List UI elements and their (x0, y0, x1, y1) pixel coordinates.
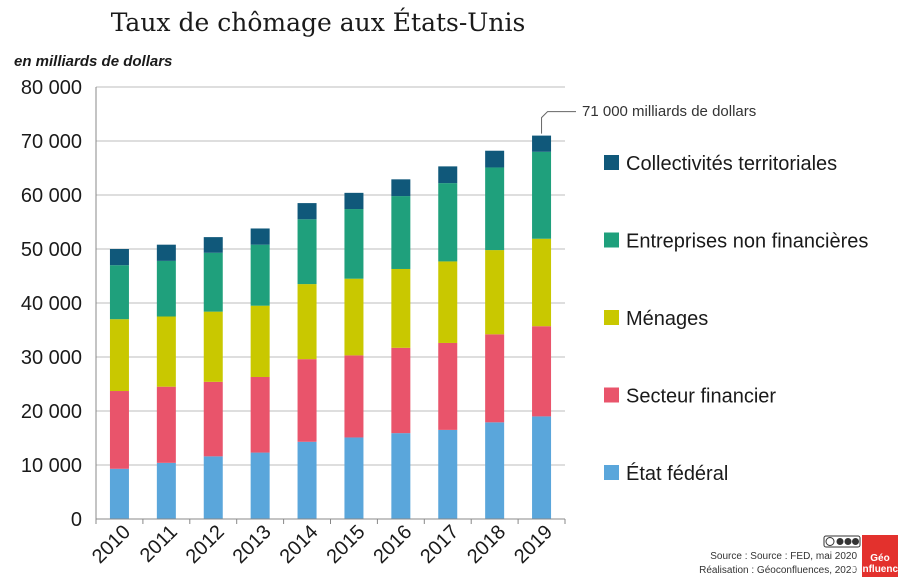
legend-label: Secteur financier (626, 386, 776, 408)
y-tick-label: 60 000 (21, 185, 82, 207)
bar-segment (344, 355, 364, 438)
bar-segment (438, 342, 458, 430)
legend-label: État fédéral (626, 462, 728, 485)
bar-segment (203, 252, 223, 312)
source-credit: Source : Source : FED, mai 2020 (710, 551, 857, 562)
y-axis-tick-labels: 0 10 000 20 000 30 000 40 000 50 000 60 000 70 … (21, 77, 82, 531)
bar-segment (250, 228, 270, 245)
logo-text: Géo (870, 553, 889, 564)
x-axis-tick-labels: 2010 2011 2012 2013 2014 2015 2016 2017 2018 2019 (88, 521, 557, 568)
realisation-credit: Réalisation : Géoconfluences, 2020 (699, 565, 857, 576)
bar-segment (532, 151, 552, 239)
legend-swatch (604, 465, 619, 480)
bar-segment (109, 468, 129, 519)
bar-segment (485, 334, 505, 423)
bar-segment (156, 316, 176, 387)
bar-segment (532, 135, 552, 152)
y-tick-label: 10 000 (21, 455, 82, 477)
x-tick-label: 2019 (510, 521, 557, 568)
bars (109, 135, 552, 519)
bar-segment (344, 278, 364, 356)
bar-segment (203, 311, 223, 382)
bar-segment (156, 260, 176, 317)
bar-segment (203, 456, 223, 519)
logo-subtext: confluences (851, 564, 901, 575)
bar-segment (344, 209, 364, 279)
bar-segment (344, 192, 364, 210)
bar-segment (391, 347, 411, 434)
y-tick-label: 70 000 (21, 131, 82, 153)
bar-segment (532, 238, 552, 327)
x-tick-label: 2010 (88, 521, 135, 568)
bar-segment (297, 203, 317, 220)
y-tick-label: 0 (71, 509, 82, 531)
legend-label: Ménages (626, 308, 708, 330)
annotation: 71 000 milliards de dollars (541, 103, 756, 134)
axes (95, 87, 566, 524)
y-tick-label: 80 000 (21, 77, 82, 99)
x-tick-label: 2012 (182, 521, 229, 568)
legend-swatch (604, 310, 619, 325)
bar-segment (250, 452, 270, 519)
x-tick-label: 2015 (322, 521, 369, 568)
bar-segment (109, 391, 129, 469)
bar-segment (109, 319, 129, 392)
bar-segment (532, 416, 552, 519)
bar-segment (297, 441, 317, 519)
bar-segment (297, 359, 317, 442)
bar-segment (250, 244, 270, 306)
bar-segment (438, 166, 458, 184)
y-tick-label: 40 000 (21, 293, 82, 315)
bar-segment (203, 381, 223, 457)
bar-segment (438, 261, 458, 343)
x-tick-label: 2018 (463, 521, 510, 568)
bar-segment (156, 386, 176, 463)
bar-segment (156, 244, 176, 261)
bar-segment (485, 250, 505, 335)
bar-segment (485, 422, 505, 519)
bar-segment (344, 437, 364, 519)
bar-segment (297, 219, 317, 285)
creative-commons-license-icon (823, 535, 861, 548)
annotation-leader-line (541, 111, 576, 134)
bar-segment (109, 249, 129, 266)
bar-segment (156, 462, 176, 519)
bar-segment (297, 284, 317, 360)
annotation-total-2019: 71 000 milliards de dollars (582, 103, 756, 120)
x-tick-label: 2014 (276, 521, 323, 568)
bar-segment (391, 268, 411, 348)
bar-segment (438, 429, 458, 519)
x-tick-label: 2016 (369, 521, 416, 568)
x-tick-label: 2013 (229, 521, 276, 568)
y-axis-unit-label: en milliards de dollars (14, 53, 172, 70)
y-tick-label: 20 000 (21, 401, 82, 423)
bar-segment (532, 326, 552, 417)
legend-label: Collectivités territoriales (626, 153, 837, 175)
bar-segment (485, 167, 505, 251)
x-tick-label: 2011 (136, 521, 182, 567)
bar-segment (438, 183, 458, 262)
credits: Source : Source : FED, mai 2020 Réalisat… (699, 535, 901, 577)
x-tick-label: 2017 (416, 521, 463, 568)
bar-segment (391, 196, 411, 269)
bar-segment (391, 433, 411, 519)
legend-label: Entreprises non financières (626, 231, 868, 253)
legend: Collectivités territoriales Entreprises n… (604, 153, 868, 485)
legend-swatch (604, 387, 619, 403)
bar-segment (203, 237, 223, 253)
legend-swatch (604, 155, 619, 170)
y-tick-label: 30 000 (21, 347, 82, 369)
chart-title: Taux de chômage aux États-Unis (111, 8, 526, 37)
bar-segment (109, 265, 129, 320)
bar-segment (391, 179, 411, 197)
bar-segment (485, 150, 505, 168)
bar-segment (250, 305, 270, 377)
geoconfluences-logo: Géo confluences (851, 535, 901, 577)
legend-swatch (604, 232, 619, 248)
bar-segment (250, 376, 270, 453)
y-tick-label: 50 000 (21, 239, 82, 261)
